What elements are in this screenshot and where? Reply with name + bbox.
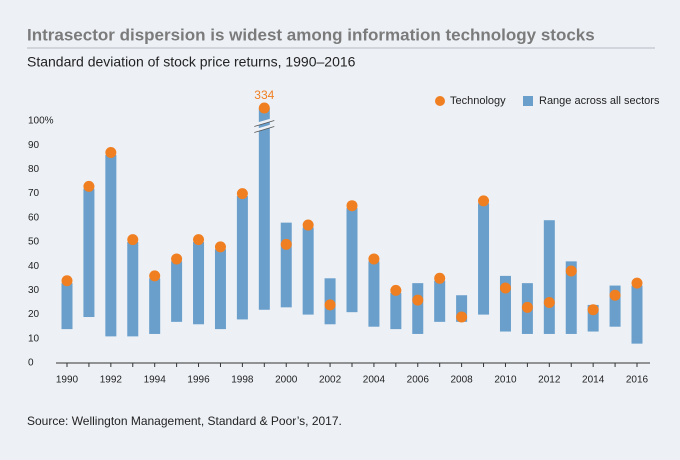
x-tick-label: 2000 xyxy=(275,375,298,386)
axis-break xyxy=(253,117,275,127)
source: Source: Wellington Management, Standard … xyxy=(27,414,342,428)
range-bar xyxy=(171,261,183,322)
chart-subtitle: Standard deviation of stock price return… xyxy=(27,54,356,70)
x-tick-label: 2012 xyxy=(538,375,561,386)
y-tick-label: 100% xyxy=(28,116,54,127)
technology-dot xyxy=(280,238,292,250)
technology-dot xyxy=(302,219,314,231)
x-tick-label: 2004 xyxy=(363,375,386,386)
x-tick-label: 2002 xyxy=(319,375,342,386)
range-bar xyxy=(149,278,161,334)
axis-break xyxy=(253,123,275,133)
range-bar xyxy=(478,203,490,315)
technology-dot xyxy=(390,284,402,296)
technology-dot xyxy=(543,297,555,308)
range-bar xyxy=(302,227,314,315)
y-tick-label: 60 xyxy=(28,212,40,223)
technology-dot xyxy=(499,282,511,294)
x-tick-label: 2010 xyxy=(494,375,517,386)
range-bar xyxy=(456,295,468,322)
technology-dot xyxy=(478,195,490,207)
technology-dot xyxy=(171,253,183,265)
range-bar xyxy=(83,188,95,318)
range-bar xyxy=(368,261,380,327)
y-tick-label: 20 xyxy=(28,309,40,320)
range-bar xyxy=(631,285,643,344)
y-tick-label: 0 xyxy=(28,358,34,369)
range-bar xyxy=(280,222,292,308)
technology-dot xyxy=(61,275,73,287)
technology-dot xyxy=(127,234,139,246)
range-bar xyxy=(105,154,117,337)
x-tick-label: 1994 xyxy=(144,375,167,386)
x-tick-label: 1990 xyxy=(56,375,79,386)
y-tick-label: 90 xyxy=(28,140,40,151)
technology-dot xyxy=(456,311,468,323)
range-bar xyxy=(61,283,73,330)
range-bar xyxy=(127,242,139,337)
technology-dot xyxy=(368,253,380,265)
x-tick-label: 2006 xyxy=(407,375,430,386)
x-tick-label: 1992 xyxy=(100,375,123,386)
range-bar xyxy=(434,280,446,322)
range-bar xyxy=(214,249,226,330)
range-bar xyxy=(346,208,358,313)
range-bar xyxy=(609,285,621,327)
technology-dot xyxy=(434,272,446,284)
x-tick-label: 2016 xyxy=(626,375,649,386)
chart-title: Intrasector dispersion is widest among i… xyxy=(27,25,595,44)
technology-dot xyxy=(609,289,621,301)
technology-dot xyxy=(214,241,226,253)
y-tick-label: 80 xyxy=(28,164,40,175)
technology-dot xyxy=(193,234,205,246)
axis-break-edge xyxy=(254,120,275,127)
legend-label: Range across all sectors xyxy=(539,95,660,107)
legend-swatch xyxy=(523,96,533,106)
x-tick-label: 2014 xyxy=(582,375,605,386)
range-bar xyxy=(543,220,555,334)
technology-dot xyxy=(83,180,95,192)
technology-dot xyxy=(521,301,533,313)
technology-dot xyxy=(149,270,161,282)
x-tick-label: 2008 xyxy=(450,375,473,386)
technology-dot xyxy=(105,146,117,158)
technology-dot xyxy=(346,200,358,212)
y-tick-label: 40 xyxy=(28,261,40,272)
legend-swatch xyxy=(435,96,445,106)
technology-dot xyxy=(324,299,336,311)
technology-dot xyxy=(565,265,577,277)
y-tick-label: 70 xyxy=(28,188,40,199)
range-bar xyxy=(499,275,511,332)
range-bar xyxy=(236,196,248,320)
range-bar xyxy=(565,261,577,334)
technology-dot xyxy=(258,102,270,114)
range-bar xyxy=(390,292,402,330)
axis-break-edge xyxy=(254,126,275,133)
range-bar xyxy=(412,283,424,334)
y-tick-label: 30 xyxy=(28,285,40,296)
data-label: 334 xyxy=(254,88,274,102)
technology-dot xyxy=(631,277,643,289)
y-tick-label: 10 xyxy=(28,333,40,344)
technology-dot xyxy=(412,294,424,306)
range-bar xyxy=(587,304,599,332)
range-bar xyxy=(258,108,270,310)
x-tick-label: 1998 xyxy=(231,375,254,386)
x-tick-label: 1996 xyxy=(187,375,210,386)
technology-dot xyxy=(236,188,248,200)
range-bar xyxy=(193,242,205,325)
y-tick-label: 50 xyxy=(28,237,40,248)
legend-label: Technology xyxy=(450,95,506,107)
technology-dot xyxy=(587,304,599,316)
